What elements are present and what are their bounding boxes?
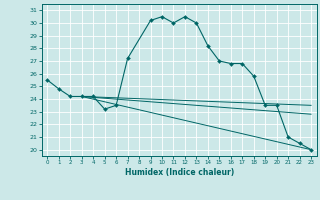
X-axis label: Humidex (Indice chaleur): Humidex (Indice chaleur) [124, 168, 234, 177]
